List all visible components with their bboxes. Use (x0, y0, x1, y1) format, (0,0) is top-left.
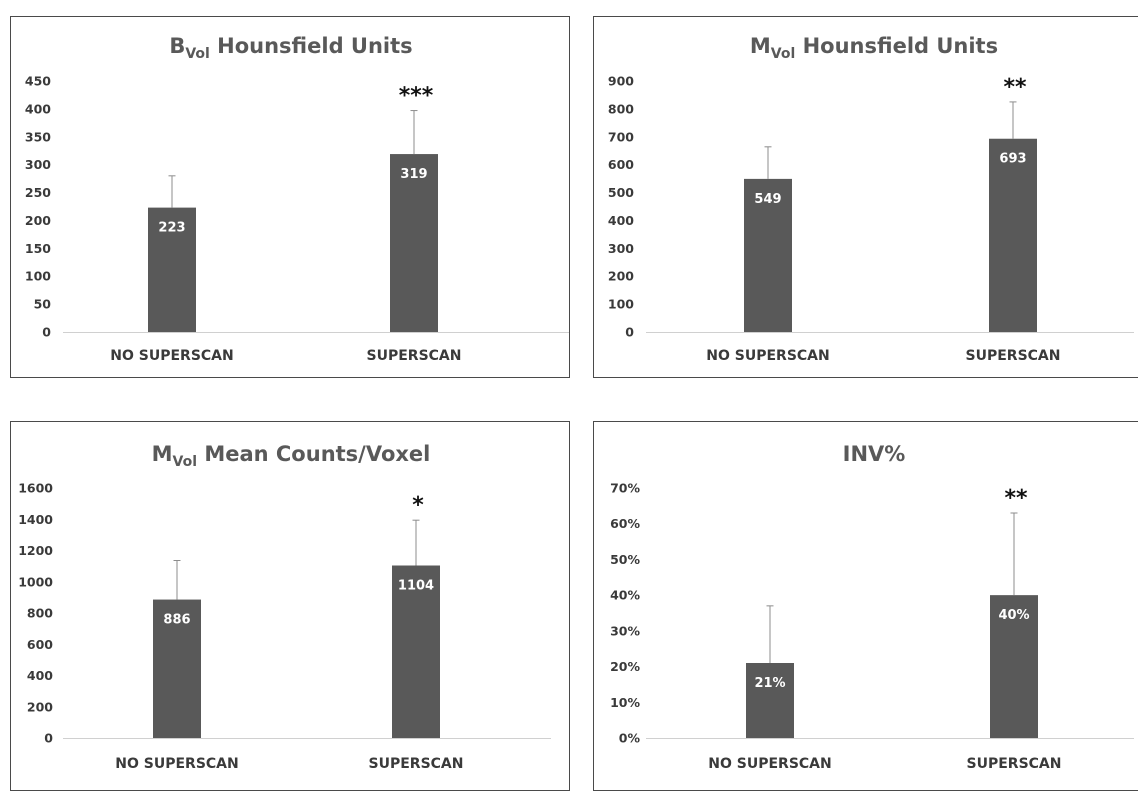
y-tick-label: 200 (608, 269, 634, 284)
y-tick-label: 0 (625, 325, 634, 340)
chart-title-subscript: Vol (185, 46, 210, 62)
chart-title: BVol Hounsfield Units (169, 34, 412, 62)
chart-title: INV% (843, 442, 906, 466)
y-tick-label: 150 (25, 241, 51, 256)
data-label: 223 (158, 221, 185, 236)
chart-title-rest: Hounsfield Units (795, 34, 998, 58)
chart-title: MVol Mean Counts/Voxel (152, 442, 431, 470)
chart-mvol-hu: MVol Hounsfield Units 0 100 200 300 400 500 600… (608, 34, 1134, 364)
data-label: 1104 (398, 579, 434, 594)
x-tick-label: NO SUPERSCAN (708, 756, 831, 772)
y-tick-label: 0 (44, 731, 53, 746)
y-tick-label: 30% (610, 623, 640, 638)
significance-marker: *** (399, 84, 434, 109)
bar (390, 154, 438, 332)
y-tick-label: 400 (608, 213, 634, 228)
data-label: 886 (163, 613, 190, 628)
data-label: 319 (400, 167, 427, 182)
y-tick-label: 900 (608, 74, 634, 89)
x-tick-label: SUPERSCAN (369, 756, 464, 772)
chart-bvol-hu: BVol Hounsfield Units 0 50 100 150 200 250 300 3… (25, 34, 569, 364)
y-tick-label: 1600 (18, 481, 53, 496)
y-tick-label: 800 (27, 606, 53, 621)
y-tick-label: 50 (34, 297, 52, 312)
chart-title-rest: Hounsfield Units (210, 34, 413, 58)
y-tick-label: 600 (608, 157, 634, 172)
y-tick-label: 70% (610, 481, 640, 496)
chart-title: MVol Hounsfield Units (750, 34, 998, 62)
y-tick-label: 1000 (18, 574, 53, 589)
y-tick-label: 1200 (18, 543, 53, 558)
y-tick-label: 1400 (18, 512, 53, 527)
x-tick-label: NO SUPERSCAN (706, 348, 829, 364)
chart-panel-bvol-hu: BVol Hounsfield Units 0 50 100 150 200 250 300 3… (10, 16, 570, 378)
x-tick-label: SUPERSCAN (966, 348, 1061, 364)
bar (153, 599, 201, 738)
x-tick-label: SUPERSCAN (967, 756, 1062, 772)
y-tick-label: 600 (27, 637, 53, 652)
bar (746, 663, 794, 738)
chart-panel-mvol-hu: MVol Hounsfield Units 0 100 200 300 400 500 600… (593, 16, 1138, 378)
x-tick-label: NO SUPERSCAN (115, 756, 238, 772)
y-tick-label: 0 (42, 325, 51, 340)
chart-title-main: B (169, 34, 185, 58)
y-tick-label: 0% (619, 731, 641, 746)
chart-title-subscript: Vol (771, 46, 796, 62)
y-tick-label: 250 (25, 185, 51, 200)
y-tick-label: 200 (25, 213, 51, 228)
y-tick-label: 100 (25, 269, 51, 284)
chart-mvol-counts: MVol Mean Counts/Voxel 0 200 400 600 800 1000 1… (18, 442, 551, 772)
y-tick-label: 350 (25, 129, 51, 144)
bar (989, 138, 1037, 332)
chart-title-main: M (750, 34, 771, 58)
y-tick-label: 200 (27, 699, 53, 714)
bar (990, 595, 1038, 738)
chart-title-main: M (152, 442, 173, 466)
y-tick-label: 400 (27, 668, 53, 683)
x-tick-label: SUPERSCAN (367, 348, 462, 364)
chart-title-rest: Mean Counts/Voxel (197, 442, 430, 466)
data-label: 40% (998, 608, 1029, 623)
y-tick-label: 450 (25, 74, 51, 89)
y-tick-label: 100 (608, 297, 634, 312)
chart-panel-mvol-counts: MVol Mean Counts/Voxel 0 200 400 600 800 1000 1… (10, 421, 570, 791)
bar (744, 178, 792, 332)
bar (148, 207, 196, 332)
y-tick-label: 500 (608, 185, 634, 200)
data-label: 21% (754, 676, 785, 691)
y-tick-label: 20% (610, 659, 640, 674)
significance-marker: ** (1003, 75, 1027, 100)
chart-title-main: INV% (843, 442, 906, 466)
data-label: 549 (754, 192, 781, 207)
significance-marker: * (412, 493, 424, 518)
chart-panel-inv-percent: INV% 0% 10% 20% 30% 40% 50% 60% 70% 21% NO SUPERSC… (593, 421, 1138, 791)
significance-marker: ** (1004, 486, 1028, 511)
y-tick-label: 800 (608, 101, 634, 116)
y-tick-label: 400 (25, 101, 51, 116)
y-tick-label: 50% (610, 552, 640, 567)
bar (392, 565, 440, 738)
data-label: 693 (999, 152, 1026, 167)
chart-title-subscript: Vol (173, 454, 198, 470)
x-tick-label: NO SUPERSCAN (110, 348, 233, 364)
y-tick-label: 10% (610, 695, 640, 710)
y-tick-label: 300 (608, 241, 634, 256)
y-tick-label: 700 (608, 129, 634, 144)
y-tick-label: 300 (25, 157, 51, 172)
y-tick-label: 40% (610, 588, 640, 603)
y-tick-label: 60% (610, 516, 640, 531)
chart-inv-percent: INV% 0% 10% 20% 30% 40% 50% 60% 70% 21% NO SUPERSC… (610, 442, 1134, 772)
